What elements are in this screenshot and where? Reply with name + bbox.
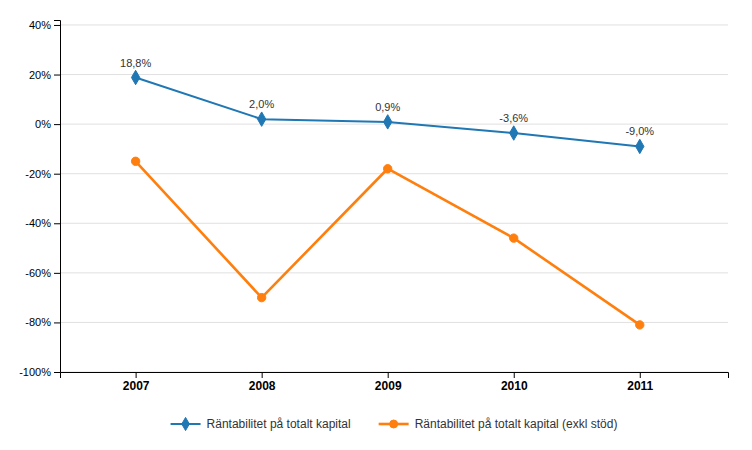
y-tick-label: -20% [25,168,51,180]
data-label: 18,8% [120,57,151,69]
x-tick-mark [136,372,137,378]
plot: -100%-80%-60%-40%-20%0%20%40%20072008200… [19,19,728,393]
legend-item: Räntabilitet på totalt kapital [171,417,351,431]
point-marker [384,165,392,173]
grid-line [60,24,728,25]
series-line [136,78,640,147]
y-tick-mark [54,322,60,323]
point-marker [257,293,265,301]
x-tick: 2008 [249,372,276,393]
y-tick-mark [54,174,60,175]
x-tick-label: 2011 [627,379,653,393]
y-axis-line [54,21,61,373]
y-tick-mark [54,223,60,224]
y-tick-mark [54,124,60,125]
x-tick-label: 2009 [375,379,402,393]
x-tick-mark [388,372,389,378]
point-marker [131,70,139,84]
y-tick: -20% [25,168,60,180]
x-tick: 2010 [501,372,528,393]
y-tick: -100% [19,366,60,378]
x-tick-mark [514,372,515,378]
y-tick: 20% [29,69,60,81]
y-tick: -80% [25,316,60,328]
y-tick-label: 0% [35,118,51,130]
x-axis-line [61,373,729,379]
x-tick: 2011 [627,372,653,393]
data-label: -9,0% [625,125,654,137]
legend-marker [390,420,398,428]
point-marker [510,234,518,242]
y-axis: -100% -80% -60% -40% -20% 0% 20% 40% [19,19,60,378]
y-tick: 0% [35,118,60,130]
x-tick-mark [640,372,641,378]
legend: Räntabilitet på totalt kapital Räntabilit… [171,417,618,431]
data-label: -3,6% [499,112,528,124]
point-marker [257,112,265,126]
data-label: 0,9% [375,101,400,113]
point-marker [636,139,644,153]
legend-label: Räntabilitet på totalt kapital (exkl stö… [415,417,618,431]
grid-line [60,272,728,273]
y-tick: 40% [29,19,60,31]
legend-marker [182,417,190,430]
grid [60,25,728,372]
y-tick-label: -60% [25,267,51,279]
y-tick-mark [54,75,60,76]
data-labels: 18,8% 2,0% 0,9% -3,6% -9,0% [120,57,654,138]
point-marker [636,321,644,329]
grid-line [60,322,728,323]
y-tick-label: 40% [29,19,51,31]
point-marker [384,115,392,129]
y-tick: -60% [25,267,60,279]
y-tick: -40% [25,217,60,229]
y-tick-label: -80% [25,316,51,328]
y-tick-mark [54,25,60,26]
y-tick-mark [54,273,60,274]
x-tick-label: 2007 [123,379,150,393]
y-tick-label: -100% [19,366,51,378]
chart: -100%-80%-60%-40%-20%0%20%40%20072008200… [0,0,752,450]
point-marker [131,157,139,165]
x-tick-label: 2010 [501,379,528,393]
legend-item: Räntabilitet på totalt kapital (exkl stö… [379,417,618,431]
x-axis: 2007 2008 2009 2010 2011 [61,372,729,393]
series-line [136,161,640,325]
x-tick: 2009 [375,372,402,393]
y-tick-mark [54,372,60,373]
x-tick-mark [262,372,263,378]
y-tick-label: -40% [25,217,51,229]
data-label: 2,0% [249,98,274,110]
y-tick-label: 20% [29,69,51,81]
grid-line [60,223,728,224]
x-tick: 2007 [123,372,150,393]
grid-line [60,74,728,75]
legend-label: Räntabilitet på totalt kapital [207,417,351,431]
x-tick-label: 2008 [249,379,276,393]
series-group [131,70,644,329]
point-marker [510,126,518,140]
